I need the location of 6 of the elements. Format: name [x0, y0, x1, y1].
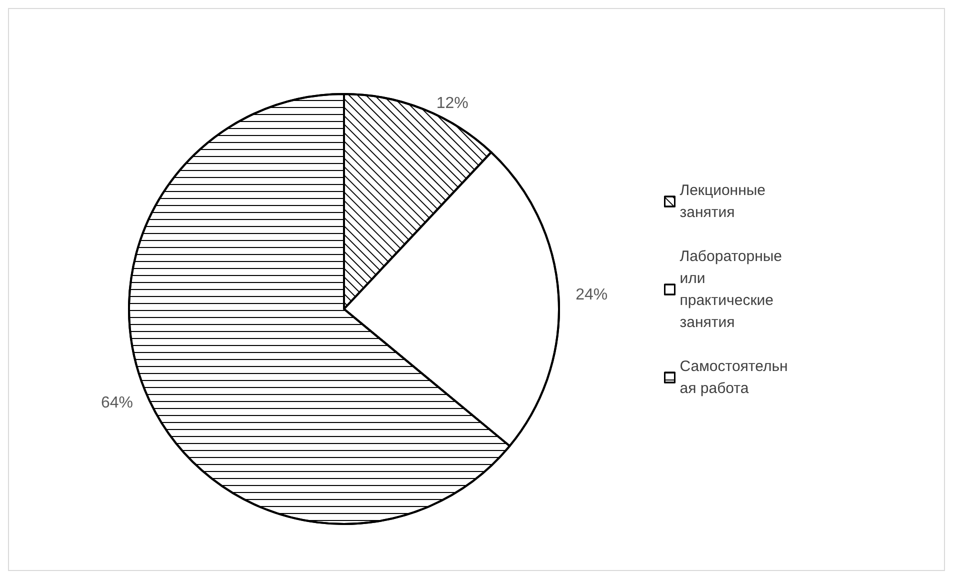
data-label: 64%: [101, 394, 134, 412]
data-label: 12%: [436, 95, 468, 112]
legend-label: Самостоятельная работа: [680, 358, 788, 397]
legend-label: Лекционные занятия: [680, 182, 770, 221]
legend-label: Лабораторные или практические занятия: [680, 248, 790, 331]
data-label: 24%: [576, 286, 608, 304]
